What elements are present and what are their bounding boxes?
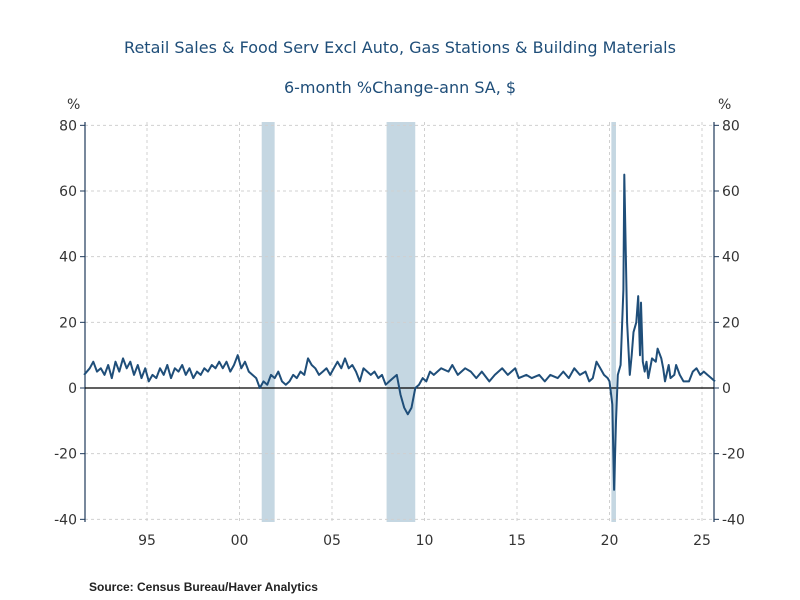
x-tick-label: 20 <box>601 533 619 549</box>
x-tick-label: 95 <box>138 533 156 549</box>
x-tick-label: 05 <box>323 533 341 549</box>
x-tick-label: 15 <box>508 533 526 549</box>
y-tick-label-right: -40 <box>722 512 745 528</box>
series-line <box>83 173 716 491</box>
y-tick-label-right: 20 <box>722 315 740 331</box>
x-tick-label: 00 <box>231 533 249 549</box>
y-tick-label-right: 60 <box>722 184 740 200</box>
y-tick-label-left: 40 <box>59 250 77 266</box>
chart-title: Retail Sales & Food Serv Excl Auto, Gas … <box>124 38 676 57</box>
y-tick-label-right: 80 <box>722 118 740 134</box>
y-tick-label-left: 60 <box>59 184 77 200</box>
y-axis-left-unit: % <box>67 97 81 113</box>
y-tick-label-left: 80 <box>59 118 77 134</box>
y-tick-label-left: -20 <box>54 447 77 463</box>
y-tick-label-right: -20 <box>722 447 745 463</box>
y-tick-label-right: 40 <box>722 250 740 266</box>
recession-band <box>261 122 275 522</box>
y-tick-label-right: 0 <box>722 381 731 397</box>
y-tick-label-left: -40 <box>54 512 77 528</box>
chart-subtitle: 6-month %Change-ann SA, $ <box>283 78 517 97</box>
source-note: Source: Census Bureau/Haver Analytics <box>89 580 318 594</box>
x-tick-label: 10 <box>416 533 434 549</box>
x-tick-label: 25 <box>693 533 711 549</box>
y-axis-right-unit: % <box>718 97 732 113</box>
y-tick-label-left: 20 <box>59 315 77 331</box>
y-tick-label-left: 0 <box>68 381 77 397</box>
